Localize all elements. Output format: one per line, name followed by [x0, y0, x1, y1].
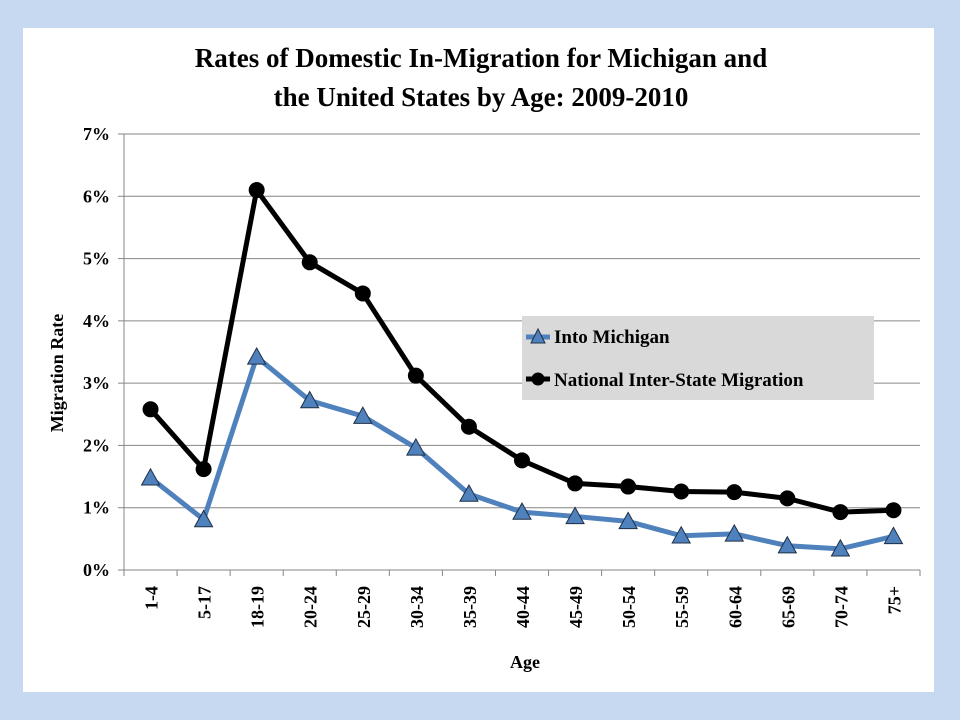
data-point-into-michigan — [565, 506, 585, 525]
legend-box — [522, 316, 874, 400]
data-point-national — [142, 401, 159, 418]
x-tick-labels: 1-4 5-17 18-19 20-24 25-29 30-34 35-39 40-44 45-… — [142, 586, 905, 628]
x-tick-label: 1-4 — [142, 586, 162, 610]
x-tick-label: 40-44 — [513, 586, 533, 628]
y-tick-label: 7% — [83, 124, 110, 144]
data-point-into-michigan — [618, 511, 638, 530]
x-tick-label: 45-49 — [566, 586, 586, 628]
data-point-national — [673, 483, 690, 500]
y-tick-labels: 0% 1% 2% 3% 4% 5% 6% 7% — [83, 124, 110, 580]
x-tick-label: 18-19 — [248, 586, 268, 628]
x-tick-label: 55-59 — [672, 586, 692, 628]
data-point-into-michigan — [830, 538, 851, 557]
legend-label-national: National Inter-State Migration — [554, 370, 804, 391]
x-tick-label: 60-64 — [725, 586, 745, 628]
x-tick-label: 65-69 — [778, 586, 798, 628]
data-point-into-michigan — [299, 390, 320, 409]
legend-marker-into-michigan — [530, 327, 546, 344]
data-point-national — [726, 484, 743, 501]
y-tick-label: 3% — [83, 373, 110, 393]
data-point-national — [460, 418, 477, 435]
data-point-into-michigan — [671, 525, 692, 544]
data-point-national — [195, 461, 212, 478]
legend-marker-national — [531, 372, 545, 386]
data-point-national — [779, 490, 796, 507]
chart-title-line-2: the United States by Age: 2009-2010 — [274, 82, 689, 112]
x-tick-label: 5-17 — [195, 586, 215, 619]
data-point-national — [620, 478, 637, 495]
data-point-into-michigan — [777, 535, 798, 554]
y-tick-label: 0% — [83, 560, 110, 580]
series-layer — [140, 182, 904, 557]
data-point-into-michigan — [512, 502, 532, 520]
chart-svg: Rates of Domestic In-Migration for Michi… — [47, 43, 921, 672]
chart-panel: Rates of Domestic In-Migration for Michi… — [23, 28, 934, 692]
y-tick-label: 5% — [83, 249, 110, 269]
data-point-into-michigan — [140, 467, 161, 486]
data-point-national — [832, 504, 849, 521]
data-point-national — [514, 452, 530, 469]
x-tick-label: 35-39 — [460, 586, 480, 628]
data-point-national — [248, 182, 265, 199]
chart-title-line-1: Rates of Domestic In-Migration for Michi… — [195, 43, 767, 73]
x-axis-title: Age — [510, 652, 540, 672]
legend: Into Michigan National Inter-State Migra… — [522, 316, 874, 400]
x-tick-label: 20-24 — [301, 586, 321, 628]
x-tick-label: 25-29 — [354, 586, 374, 628]
y-tick-label: 2% — [83, 435, 110, 455]
data-point-into-michigan — [246, 346, 267, 365]
data-point-national — [301, 254, 318, 271]
y-tick-label: 6% — [83, 186, 110, 206]
y-tick-label: 4% — [83, 311, 110, 331]
data-point-national — [885, 502, 902, 519]
legend-label-into-michigan: Into Michigan — [554, 327, 670, 348]
data-point-national — [567, 475, 584, 492]
data-point-national — [407, 367, 424, 384]
data-point-into-michigan — [406, 437, 426, 456]
axes — [118, 133, 921, 576]
x-tick-label: 75+ — [884, 586, 904, 614]
data-point-into-michigan — [193, 509, 214, 528]
x-tick-label: 70-74 — [831, 586, 851, 628]
y-axis-title: Migration Rate — [47, 314, 67, 432]
y-tick-label: 1% — [83, 498, 110, 518]
data-point-into-michigan — [459, 483, 479, 502]
x-tick-label: 30-34 — [407, 586, 427, 628]
data-point-into-michigan — [352, 406, 373, 424]
data-point-national — [354, 285, 371, 302]
data-point-into-michigan — [883, 526, 904, 545]
data-point-into-michigan — [724, 523, 745, 542]
x-tick-label: 50-54 — [619, 586, 639, 628]
